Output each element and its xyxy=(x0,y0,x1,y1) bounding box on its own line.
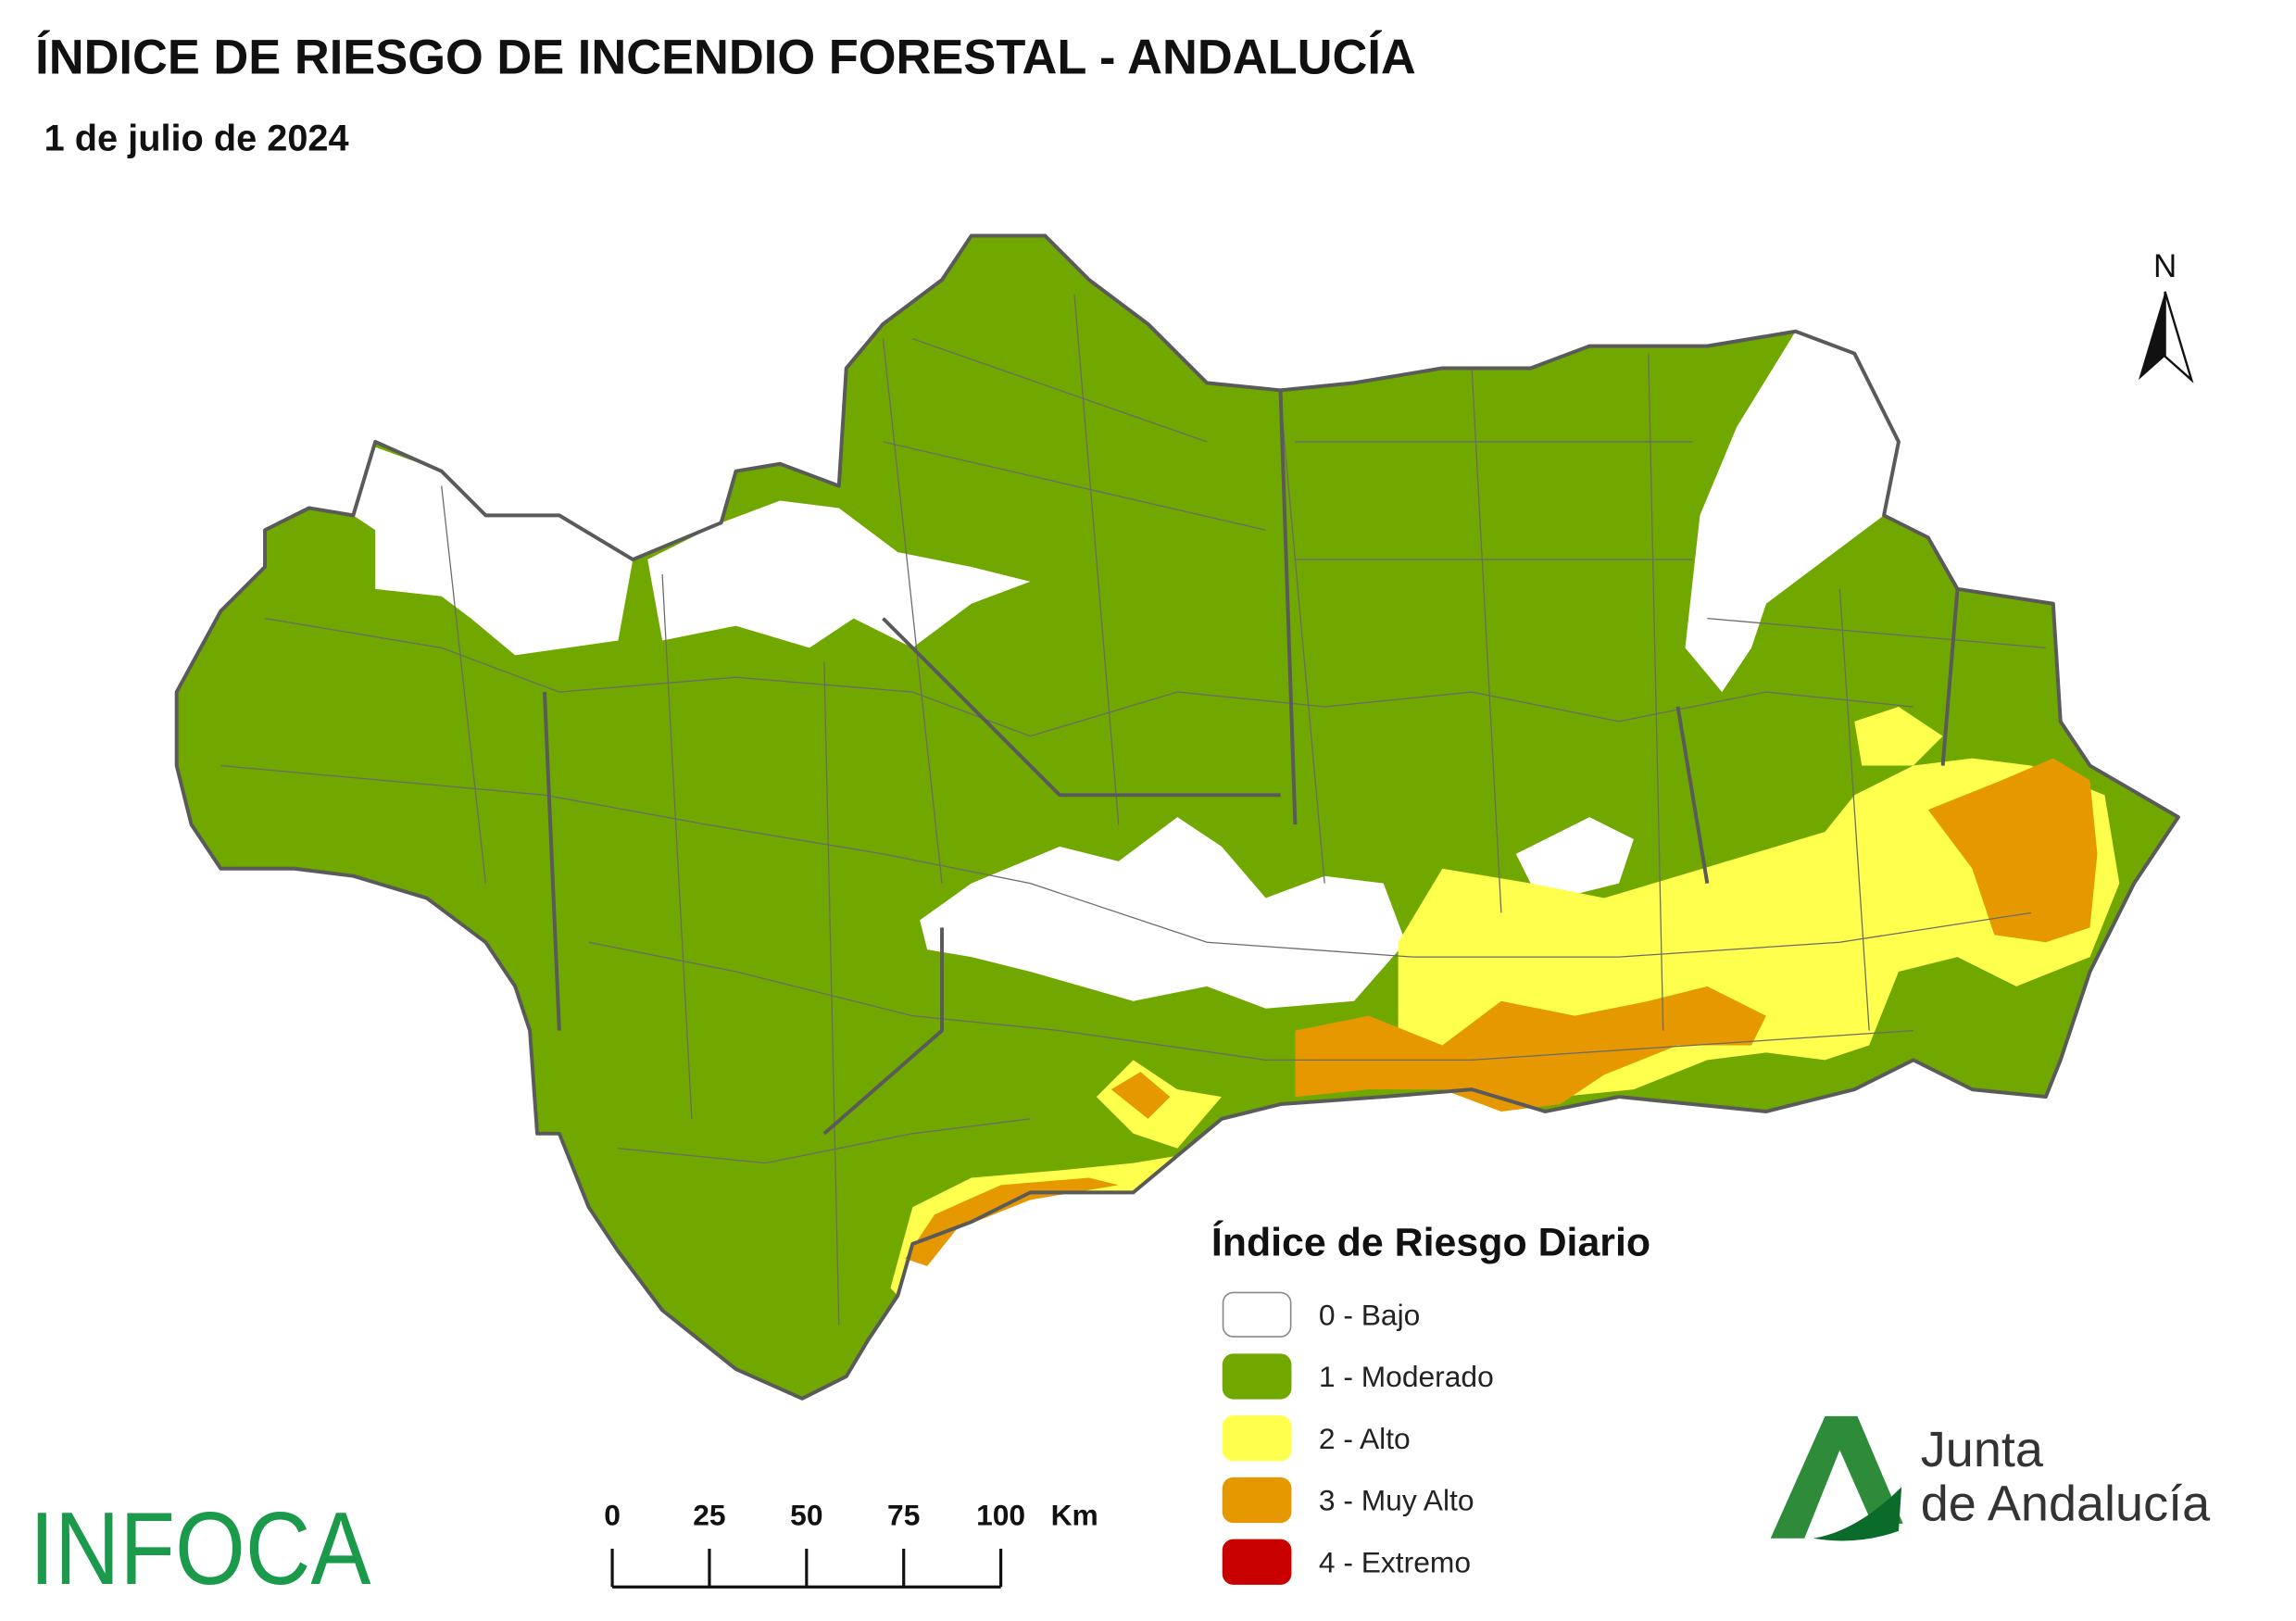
region-muy-alto xyxy=(905,1177,1119,1266)
scale-bar: 0 25 50 75 100 Km xyxy=(604,1499,1098,1589)
north-arrow: N xyxy=(2138,248,2194,383)
legend: Índice de Riesgo Diario 0 - Bajo 1 - Mode… xyxy=(1211,1221,1650,1585)
scale-label: 0 xyxy=(604,1499,621,1532)
scale-label: 75 xyxy=(887,1499,920,1532)
region-map xyxy=(174,233,2180,1401)
north-label: N xyxy=(2153,248,2177,284)
title: ÍNDICE DE RIESGO DE INCENDIO FORESTAL - … xyxy=(35,31,1416,85)
legend-title: Índice de Riesgo Diario xyxy=(1211,1221,1650,1265)
legend-label: 3 - Muy Alto xyxy=(1319,1484,1474,1517)
scale-label: 25 xyxy=(693,1499,725,1532)
infoca-logo: INFOCA xyxy=(30,1490,371,1606)
region-muy-alto xyxy=(1927,758,2098,943)
junta-logo: Junta de Andalucía xyxy=(1770,1415,2211,1541)
region-outline xyxy=(174,233,2180,1401)
scale-unit: Km xyxy=(1051,1499,1098,1532)
legend-swatch xyxy=(1222,1539,1292,1585)
region-muy-alto xyxy=(1110,1072,1171,1119)
legend-swatch xyxy=(1222,1476,1292,1524)
junta-text: de Andalucía xyxy=(1921,1476,2211,1532)
scale-label: 50 xyxy=(790,1499,822,1532)
municipal-lines xyxy=(220,294,2046,1326)
subtitle: 1 de julio de 2024 xyxy=(44,118,349,158)
legend-swatch xyxy=(1222,1353,1292,1400)
region-bajo xyxy=(1685,331,1899,693)
legend-label: 2 - Alto xyxy=(1319,1422,1411,1455)
region-bajo xyxy=(920,817,1406,1009)
region-bajo xyxy=(1515,817,1634,898)
junta-text: Junta xyxy=(1921,1422,2044,1477)
scale-label: 100 xyxy=(976,1499,1025,1532)
legend-swatch xyxy=(1222,1415,1292,1462)
legend-label: 0 - Bajo xyxy=(1319,1298,1420,1331)
legend-label: 4 - Extremo xyxy=(1319,1545,1471,1578)
region-alto xyxy=(1398,758,2120,1098)
region-bajo xyxy=(647,500,1031,648)
region-moderado xyxy=(176,235,2178,1399)
legend-swatch xyxy=(1222,1291,1292,1338)
region-muy-alto xyxy=(1295,986,1766,1112)
province-border xyxy=(542,390,1960,1136)
legend-label: 1 - Moderado xyxy=(1319,1360,1494,1393)
region-bajo xyxy=(353,441,634,656)
